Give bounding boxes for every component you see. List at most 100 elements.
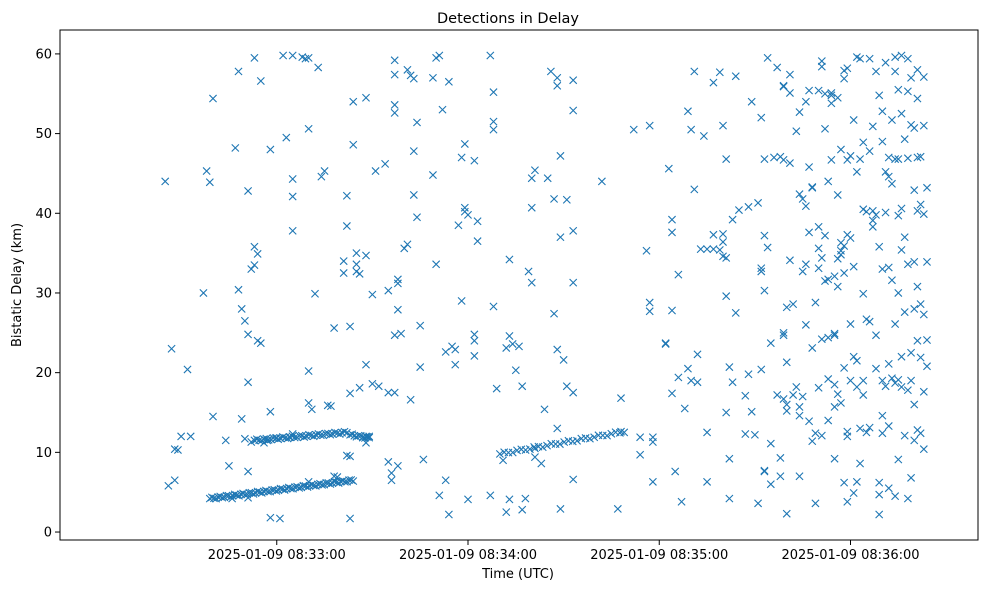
data-point xyxy=(728,378,737,387)
data-point xyxy=(240,434,249,443)
data-point xyxy=(817,57,826,66)
data-point xyxy=(543,174,552,183)
data-point xyxy=(891,492,900,501)
data-point xyxy=(789,390,798,399)
data-point xyxy=(333,473,342,482)
data-point xyxy=(846,320,855,329)
data-point xyxy=(923,362,931,371)
data-point xyxy=(919,445,928,454)
data-point xyxy=(805,163,814,172)
data-point xyxy=(304,430,313,439)
data-point xyxy=(907,73,916,82)
data-point xyxy=(209,94,217,103)
data-point xyxy=(715,245,724,254)
data-point xyxy=(865,54,874,63)
data-point xyxy=(317,172,326,181)
data-point xyxy=(413,118,421,127)
data-point xyxy=(671,467,680,476)
data-point xyxy=(253,249,262,258)
data-point xyxy=(843,432,852,441)
data-point xyxy=(617,394,625,403)
data-point xyxy=(868,216,877,225)
data-point xyxy=(779,155,788,164)
data-point xyxy=(244,378,253,387)
data-point xyxy=(505,495,514,504)
data-point xyxy=(916,429,925,438)
data-point xyxy=(741,430,750,439)
data-point xyxy=(897,51,906,60)
data-point xyxy=(827,91,836,100)
data-point xyxy=(910,436,919,445)
data-point xyxy=(859,138,868,147)
data-point xyxy=(856,54,865,63)
data-point xyxy=(801,260,810,269)
data-point xyxy=(830,331,839,340)
data-point xyxy=(470,330,479,339)
data-point xyxy=(687,125,696,134)
data-point xyxy=(808,182,817,191)
data-point xyxy=(247,437,256,446)
data-point xyxy=(754,198,763,207)
data-point xyxy=(859,376,868,385)
data-point xyxy=(910,124,919,133)
data-point xyxy=(352,260,361,269)
data-point xyxy=(384,388,393,397)
data-point xyxy=(900,233,909,242)
data-point xyxy=(779,81,788,90)
data-point xyxy=(808,183,817,192)
data-point xyxy=(550,194,559,203)
data-point xyxy=(725,454,734,463)
data-point xyxy=(390,388,399,397)
data-point xyxy=(734,206,743,215)
data-point xyxy=(262,434,271,443)
data-point xyxy=(824,275,833,284)
data-point xyxy=(288,175,297,184)
data-point xyxy=(859,289,868,298)
data-point xyxy=(840,269,849,278)
x-tick-label: 2025-01-09 08:35:00 xyxy=(590,548,728,563)
data-point xyxy=(318,480,327,489)
data-point xyxy=(668,228,676,237)
data-point xyxy=(913,153,922,162)
data-point xyxy=(849,262,858,271)
data-point xyxy=(801,202,810,211)
data-point xyxy=(856,155,865,164)
data-point xyxy=(827,155,836,164)
data-point xyxy=(362,438,370,447)
data-point xyxy=(894,375,903,384)
data-point xyxy=(304,398,313,407)
data-point xyxy=(910,400,919,409)
data-point xyxy=(546,67,555,76)
data-point xyxy=(785,159,794,168)
data-point xyxy=(913,336,922,345)
data-point xyxy=(240,316,249,325)
data-point xyxy=(801,320,810,329)
data-point xyxy=(269,433,278,442)
data-point xyxy=(881,382,890,391)
data-point xyxy=(569,278,578,287)
data-point xyxy=(177,432,186,441)
data-point xyxy=(773,390,782,399)
data-point xyxy=(849,488,858,497)
data-point xyxy=(202,167,211,176)
data-point xyxy=(390,331,399,340)
data-point xyxy=(470,156,479,165)
data-point xyxy=(814,86,823,95)
data-point xyxy=(234,285,243,294)
data-point xyxy=(470,351,479,360)
data-point xyxy=(907,348,916,357)
data-point xyxy=(342,222,351,231)
data-point xyxy=(562,382,571,391)
data-point xyxy=(295,431,304,440)
data-point xyxy=(250,53,259,62)
data-point xyxy=(252,435,261,444)
data-point xyxy=(365,432,374,441)
data-point xyxy=(887,374,896,383)
data-point xyxy=(821,124,829,133)
data-point xyxy=(792,383,801,391)
data-point xyxy=(840,363,849,372)
data-point xyxy=(272,434,281,442)
data-point xyxy=(903,386,912,395)
data-point xyxy=(779,328,788,337)
data-point xyxy=(164,481,173,490)
